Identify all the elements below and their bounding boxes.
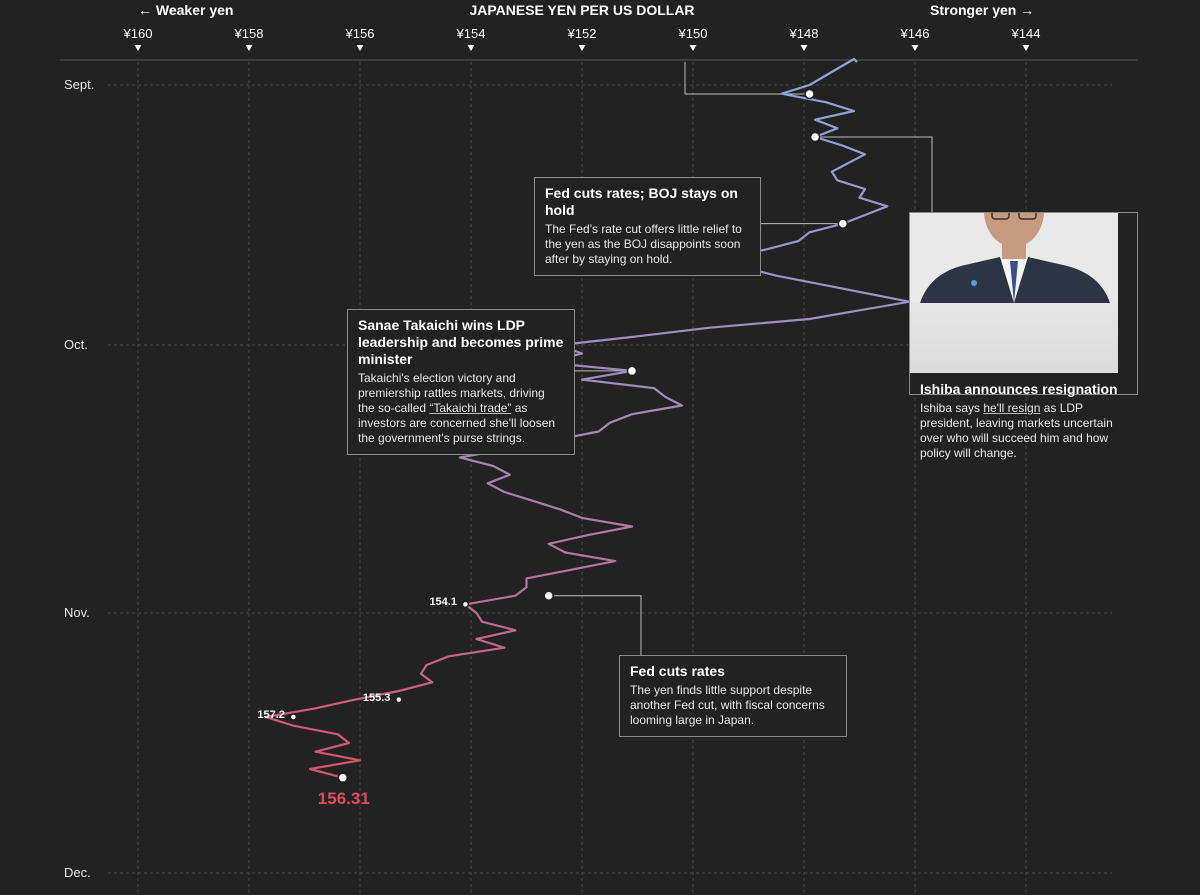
tick-marker bbox=[467, 45, 475, 51]
portrait-illustration bbox=[910, 213, 1118, 303]
annotation-title: Ishiba announces resignation bbox=[920, 381, 1118, 397]
takaichi-trade-link[interactable]: “Takaichi trade” bbox=[429, 401, 512, 415]
tick-marker bbox=[1022, 45, 1030, 51]
tick-marker bbox=[800, 45, 808, 51]
point-value-label: 157.2 bbox=[257, 709, 285, 721]
annotation-body: Ishiba says he'll resign as LDP presiden… bbox=[920, 401, 1127, 461]
annotation-dot bbox=[804, 88, 815, 100]
labeled-point-dot bbox=[395, 695, 403, 704]
y-month-label: Dec. bbox=[64, 865, 91, 880]
leader-line bbox=[684, 62, 810, 95]
annotation-dot bbox=[837, 218, 849, 229]
annotation-body: Takaichi's election victory and premiers… bbox=[358, 371, 564, 446]
tick-marker bbox=[245, 45, 253, 51]
tick-marker bbox=[578, 45, 586, 51]
annotation-title: Fed cuts rates bbox=[630, 663, 725, 679]
y-month-label: Oct. bbox=[64, 337, 88, 352]
tick-markers bbox=[134, 45, 1030, 51]
annotation-dot bbox=[626, 365, 638, 377]
body-text: Ishiba says bbox=[920, 401, 984, 415]
labeled-point-dot bbox=[337, 772, 349, 783]
stronger-yen-label: Stronger yen → bbox=[930, 2, 1035, 18]
labeled-point-dot bbox=[461, 600, 470, 609]
x-tick-label: ¥152 bbox=[567, 26, 597, 41]
tick-marker bbox=[911, 45, 919, 51]
exchange-rate-line bbox=[264, 57, 911, 779]
y-month-label: Nov. bbox=[64, 605, 90, 620]
weaker-yen-label: ← Weaker yen bbox=[138, 2, 234, 18]
labeled-point-dot bbox=[289, 713, 298, 721]
x-tick-label: ¥146 bbox=[900, 26, 930, 41]
point-value-label: 154.1 bbox=[429, 596, 457, 609]
leader-line bbox=[548, 595, 642, 655]
x-tick-label: ¥148 bbox=[789, 26, 819, 41]
annotation-dot bbox=[809, 131, 821, 143]
tick-marker bbox=[356, 45, 364, 51]
x-tick-label: ¥158 bbox=[234, 26, 264, 41]
resign-link[interactable]: he'll resign bbox=[983, 401, 1041, 415]
annotation-title: Sanae Takaichi wins LDP leadership and b… bbox=[358, 317, 564, 367]
axis-title: JAPANESE YEN PER US DOLLAR bbox=[469, 2, 695, 18]
annotation-fed-nov: Fed cuts rates The yen finds little supp… bbox=[619, 655, 847, 737]
annotation-takaichi: Sanae Takaichi wins LDP leadership and b… bbox=[347, 309, 575, 455]
ishiba-photo bbox=[910, 213, 1118, 373]
point-value-label: 155.3 bbox=[362, 691, 391, 704]
body-text: as investors are concerned she'll loosen… bbox=[358, 401, 556, 445]
y-month-label: Sept. bbox=[64, 77, 95, 92]
leader-line bbox=[815, 136, 933, 212]
x-tick-label: ¥154 bbox=[456, 26, 486, 41]
tick-marker bbox=[134, 45, 142, 51]
x-tick-label: ¥144 bbox=[1011, 26, 1041, 41]
x-tick-label: ¥156 bbox=[345, 26, 375, 41]
tick-marker bbox=[689, 45, 697, 51]
annotation-body: The yen finds little support despite ano… bbox=[630, 683, 825, 727]
x-tick-label: ¥160 bbox=[123, 26, 153, 41]
annotation-title: Fed cuts rates; BOJ stays on hold bbox=[545, 185, 738, 218]
annotation-ishiba: Ishiba announces resignation Ishiba says… bbox=[909, 212, 1138, 460]
body-text: as LDP president, leaving markets uncert… bbox=[920, 401, 1113, 460]
x-tick-label: ¥150 bbox=[678, 26, 708, 41]
annotation-fed-boj: Fed cuts rates; BOJ stays on hold The Fe… bbox=[534, 177, 761, 276]
annotation-dots bbox=[289, 88, 849, 783]
annotation-body: The Fed's rate cut offers little relief … bbox=[545, 222, 742, 266]
final-value-label: 156.31 bbox=[317, 788, 370, 808]
annotation-dot bbox=[543, 590, 554, 601]
body-text: Takaichi's election victory and premiers… bbox=[358, 371, 545, 415]
annotation-leaders bbox=[548, 62, 933, 655]
